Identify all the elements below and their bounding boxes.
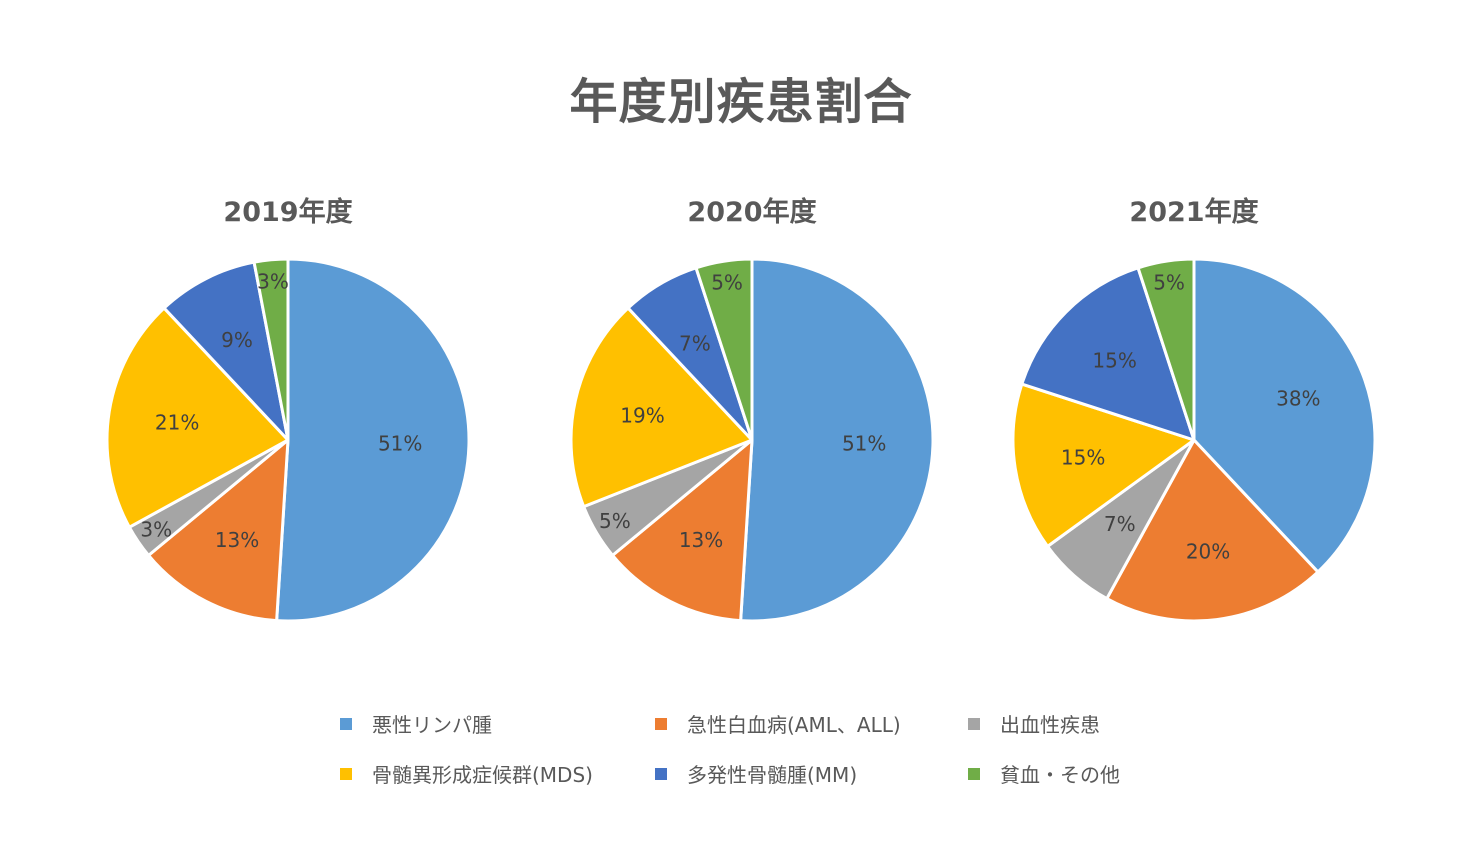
pie-slice-label: 7% [1104,512,1136,536]
pie-slice [739,257,935,623]
pie-chart-2019: 2019年度 51% 13% 3% 21% 9% 3% [78,190,498,650]
pie-slice-label: 15% [1061,446,1105,470]
legend-swatch [340,717,352,730]
pie-slice [275,257,471,623]
pie-slice-label: 5% [711,271,743,295]
legend-item-anemia-other: 貧血・その他 [968,759,1120,788]
legend-item-acute-leukemia: 急性白血病(AML、ALL) [655,709,901,738]
pie-slice [252,257,290,442]
pie-slice-label: 7% [679,331,711,355]
pie-slice [1105,438,1320,623]
chart-legend: 悪性リンパ腫 急性白血病(AML、ALL) 出血性疾患 骨髄異形成症候群(MDS… [340,705,1240,805]
legend-swatch [655,717,667,730]
legend-item-lymphoma: 悪性リンパ腫 [340,709,492,738]
pie-slice-label: 3% [257,269,289,293]
pie-chart-2021: 2021年度 38% 20% 7% 15% 15% 5% [984,190,1404,650]
pie-slice-label: 5% [1153,271,1185,295]
legend-label: 貧血・その他 [1000,763,1120,787]
pie-slice-label: 21% [155,410,199,434]
pie-svg-2020: 51% 13% 5% 19% 7% 5% [569,257,935,623]
pie-slice-label: 38% [1276,387,1320,411]
pie-svg-2019: 51% 13% 3% 21% 9% 3% [105,257,471,623]
pie-slice-label: 51% [842,432,886,456]
legend-item-mds: 骨髄異形成症候群(MDS) [340,759,593,788]
pie-slice-label: 51% [378,432,422,456]
pie-slice [694,257,754,442]
legend-label: 悪性リンパ腫 [372,713,492,737]
pie-title-2019: 2019年度 [223,197,353,228]
pie-slice-label: 19% [620,404,664,428]
legend-item-bleeding: 出血性疾患 [968,709,1100,738]
legend-label: 多発性骨髄腫(MM) [687,763,858,787]
pie-slice [611,438,754,623]
pie-slice-label: 20% [1186,539,1230,563]
pie-slice-label: 5% [599,509,631,533]
pie-slice-label: 13% [679,528,723,552]
pie-slice-label: 13% [215,528,259,552]
legend-swatch [968,717,980,730]
legend-label: 骨髄異形成症候群(MDS) [372,763,593,787]
pie-slice [569,306,754,509]
pie-svg-2021: 38% 20% 7% 15% 15% 5% [1011,257,1377,623]
pie-chart-2020: 2020年度 51% 13% 5% 19% 7% 5% [542,190,962,650]
pie-slice-label: 9% [221,328,253,352]
legend-swatch [655,767,667,780]
pie-slice [147,438,290,623]
legend-item-myeloma: 多発性骨髄腫(MM) [655,759,857,788]
pie-slice [1192,257,1377,574]
chart-main-title: 年度別疾患割合 [569,74,913,130]
pie-slice-label: 15% [1092,349,1136,373]
pie-slice-label: 3% [140,518,172,542]
pie-slice [105,306,290,529]
legend-label: 出血性疾患 [1000,713,1100,737]
pie-slice [1011,382,1196,548]
legend-label: 急性白血病(AML、ALL) [687,713,901,737]
pie-slice [162,260,290,442]
pie-title-2020: 2020年度 [687,197,817,228]
legend-swatch [340,767,352,780]
legend-swatch [968,767,980,780]
pie-slice [1136,257,1196,442]
pie-title-2021: 2021年度 [1129,197,1259,228]
